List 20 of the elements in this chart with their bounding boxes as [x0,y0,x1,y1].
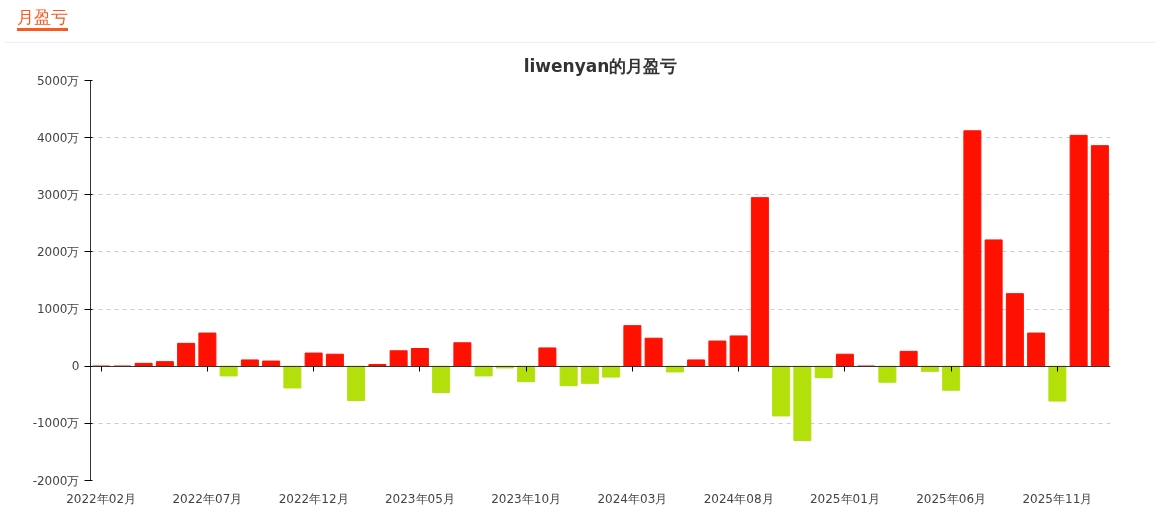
text: 月盈亏 [17,7,68,31]
y-tick-label: -2000万 [32,473,80,488]
x-tick-label: 2023年05月 [384,491,455,506]
x-tick-label: 2024年03月 [597,491,668,506]
x-tick-label: 2022年02月 [66,491,137,506]
chart-title: liwenyan的月盈亏 [523,55,678,76]
y-tick-label: 4000万 [36,130,80,145]
y-tick-label: 5000万 [36,73,80,88]
x-tick-label: 2023年10月 [491,491,562,506]
x-tick-label: 2025年01月 [809,491,880,506]
y-tick-label: -1000万 [32,416,80,431]
y-tick-label: 3000万 [36,187,80,202]
x-tick-label: 2022年07月 [172,491,243,506]
x-tick-label: 2022年12月 [278,491,349,506]
x-tick-label: 2024年08月 [703,491,774,506]
y-tick-label: 1000万 [36,302,80,317]
y-tick-label: 0 [71,359,80,374]
x-tick-label: 2025年11月 [1022,491,1093,506]
y-tick-label: 2000万 [36,244,80,259]
x-tick-label: 2025年06月 [916,491,987,506]
